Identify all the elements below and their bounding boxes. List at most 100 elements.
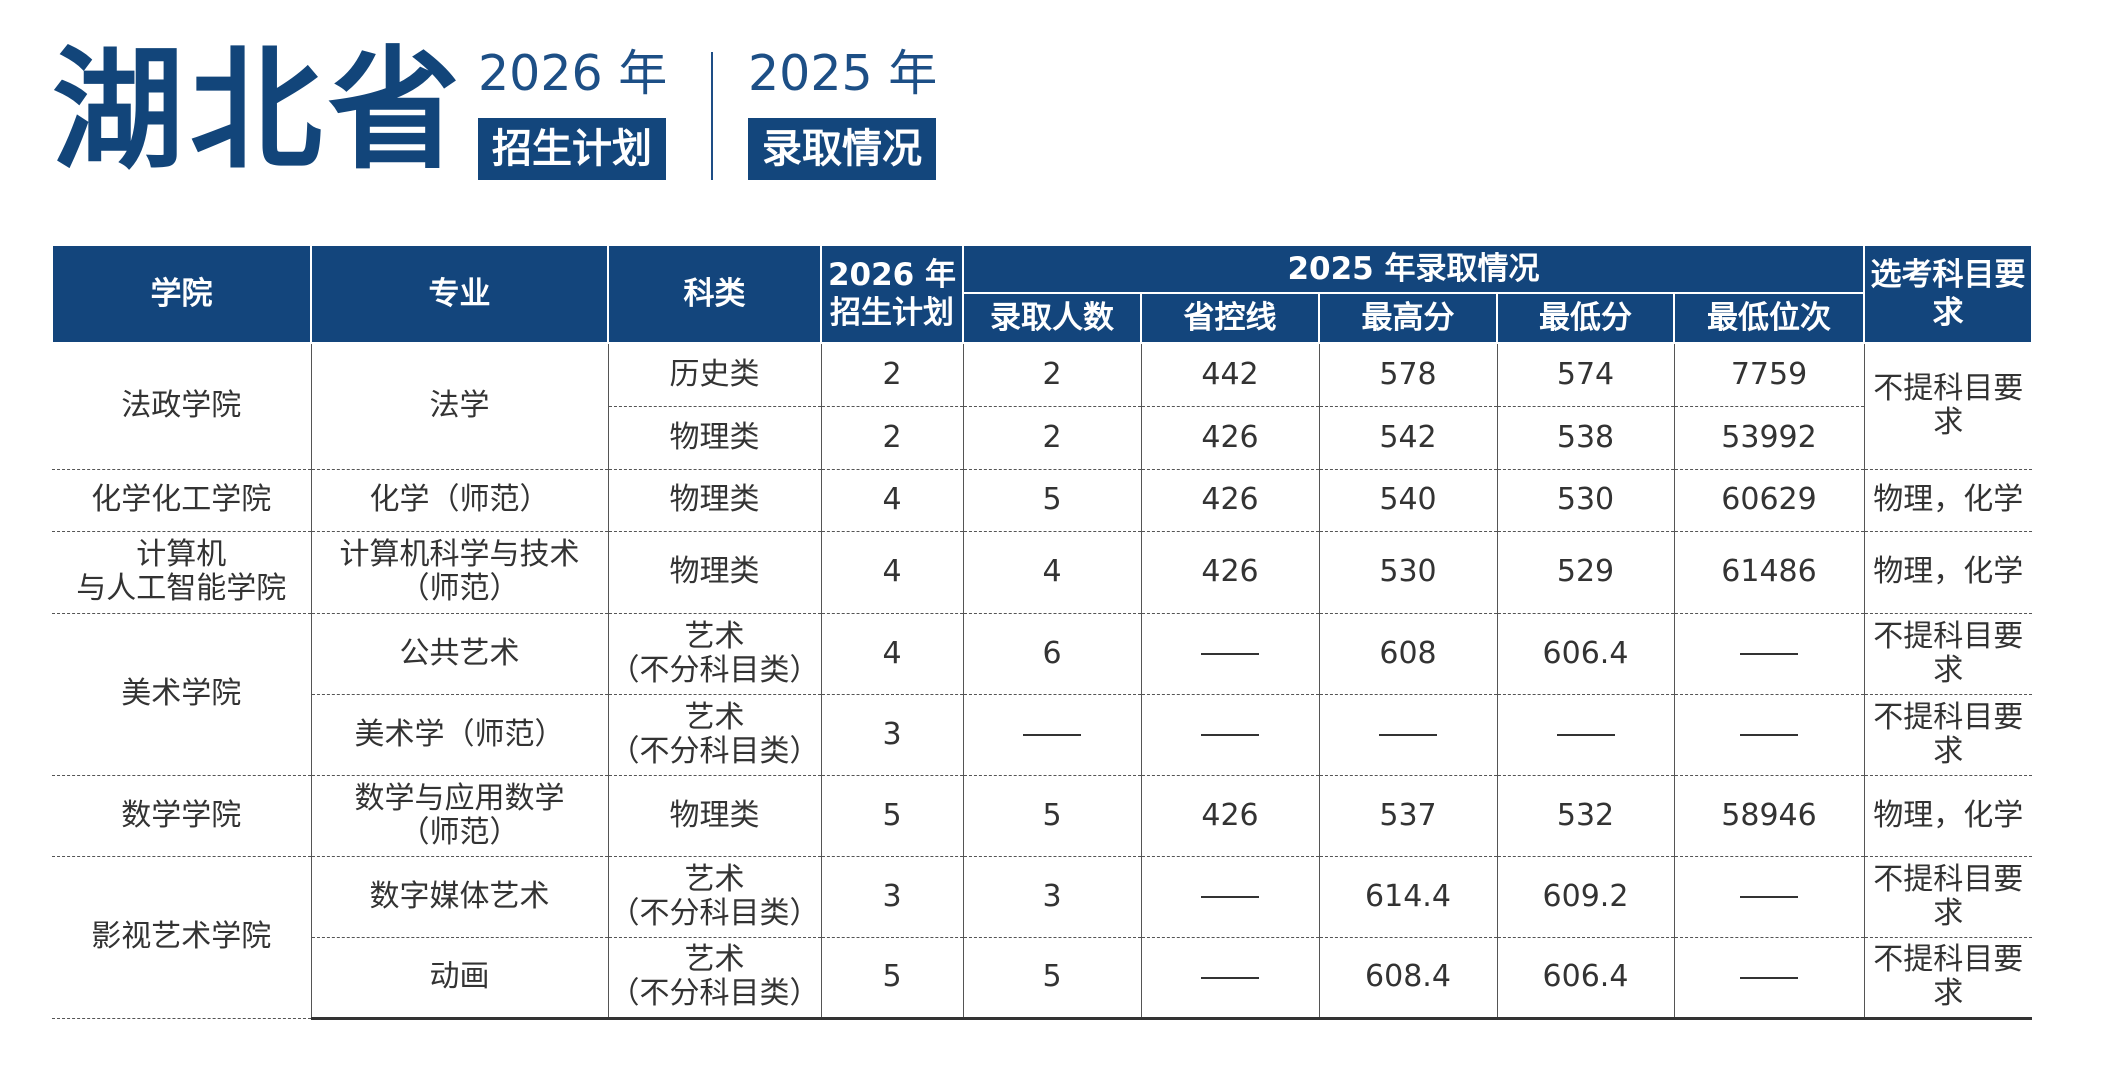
max-cell: 537 <box>1318 774 1498 857</box>
admit-year: 2025 年 <box>748 45 938 102</box>
max-cell <box>1318 693 1498 776</box>
college-cell: 美术学院 <box>52 612 312 776</box>
header-requirement: 选考科目要求 <box>1863 244 2034 344</box>
header-admit-group: 2025 年录取情况 <box>961 244 1866 294</box>
major-line2: （师范） <box>399 814 520 850</box>
requirement-cell: 物理，化学 <box>1863 468 2033 532</box>
category-line1: 艺术 <box>684 942 745 977</box>
college-cell: 计算机 与人工智能学院 <box>52 530 312 614</box>
category-cell: 物理类 <box>607 468 822 532</box>
category-cell: 物理类 <box>607 530 822 614</box>
category-line2: （不分科目类） <box>609 652 820 688</box>
college-cell: 数学学院 <box>52 774 312 857</box>
major-cell: 法学 <box>310 343 609 470</box>
table-header: 学院 专业 科类 2026 年 招生计划 2025 年录取情况 选考科目要求 录… <box>51 244 2034 344</box>
plan-cell: 5 <box>820 936 964 1020</box>
major-cell: 化学（师范） <box>310 468 609 532</box>
min-cell: 606.4 <box>1496 612 1675 695</box>
count-cell <box>962 693 1142 776</box>
table-row: 计算机 与人工智能学院 计算机科学与技术 （师范） 物理类 4 4 426 53… <box>52 530 2033 614</box>
header-plan: 2026 年 招生计划 <box>820 244 964 344</box>
plan-label: 招生计划 <box>478 118 666 180</box>
min-cell: 532 <box>1496 774 1675 857</box>
admit-label: 录取情况 <box>748 118 936 180</box>
plan-cell: 3 <box>820 693 964 776</box>
college-cell: 化学化工学院 <box>52 468 312 532</box>
header-min-score: 最低分 <box>1496 292 1675 344</box>
count-cell: 5 <box>962 936 1142 1020</box>
table-row: 法政学院 法学 历史类 2 2 442 578 574 7759 不提科目要求 <box>52 343 2033 470</box>
control-cell <box>1140 612 1320 695</box>
control-cell <box>1140 855 1320 938</box>
count-cell: 4 <box>962 530 1142 614</box>
control-cell <box>1140 936 1320 1020</box>
rank-cell <box>1673 612 1865 695</box>
count-cell: 2 <box>962 343 1142 407</box>
college-cell: 法政学院 <box>52 343 312 470</box>
count-cell: 5 <box>962 774 1142 857</box>
empty-dash <box>1201 653 1259 655</box>
major-cell: 计算机科学与技术 （师范） <box>310 530 609 614</box>
admission-table: 学院 专业 科类 2026 年 招生计划 2025 年录取情况 选考科目要求 录… <box>51 244 2034 1020</box>
category-cell: 艺术 （不分科目类） <box>607 693 822 776</box>
plan-cell: 4 <box>820 612 964 695</box>
empty-dash <box>1201 976 1259 979</box>
header-plan-line1: 2026 年 <box>827 257 957 293</box>
max-cell: 542 <box>1318 405 1498 470</box>
control-cell: 426 <box>1140 530 1320 614</box>
category-line1: 艺术 <box>684 699 745 735</box>
max-cell: 608 <box>1318 612 1498 695</box>
category-line2: （不分科目类） <box>609 895 820 931</box>
table-row: 影视艺术学院 数字媒体艺术 艺术 （不分科目类） 3 3 614.4 609.2… <box>52 855 2033 1019</box>
empty-dash <box>1556 734 1615 736</box>
max-cell: 578 <box>1318 343 1498 407</box>
category-cell: 艺术 （不分科目类） <box>607 612 822 695</box>
table-row: 化学化工学院 化学（师范） 物理类 4 5 426 540 530 60629 … <box>52 468 2033 532</box>
province-title: 湖北省 <box>52 34 466 188</box>
plan-cell: 4 <box>820 530 964 614</box>
control-cell <box>1140 693 1320 776</box>
min-cell: 606.4 <box>1496 936 1675 1020</box>
empty-dash <box>1201 734 1259 736</box>
header-divider <box>711 52 713 180</box>
college-line1: 计算机 <box>136 537 227 572</box>
max-cell: 540 <box>1318 468 1498 532</box>
header-major: 专业 <box>310 244 609 344</box>
min-cell <box>1496 693 1675 776</box>
category-cell: 历史类 <box>607 343 822 407</box>
page-header: 湖北省 2026 年 招生计划 2025 年 录取情况 <box>0 0 2109 200</box>
major-line2: （师范） <box>399 571 520 606</box>
requirement-cell: 不提科目要求 <box>1863 936 2033 1020</box>
table-row: 数学学院 数学与应用数学 （师范） 物理类 5 5 426 537 532 58… <box>52 774 2033 857</box>
rank-cell: 60629 <box>1673 468 1865 532</box>
plan-cell: 2 <box>820 405 964 470</box>
college-cell: 影视艺术学院 <box>52 855 312 1019</box>
admit-year-block: 2025 年 录取情况 <box>748 44 937 180</box>
major-cell: 动画 <box>310 936 609 1020</box>
major-line1: 计算机科学与技术 <box>339 537 580 572</box>
plan-cell: 2 <box>820 343 964 407</box>
requirement-cell: 物理，化学 <box>1863 530 2033 614</box>
max-cell: 530 <box>1318 530 1498 614</box>
category-line1: 艺术 <box>684 618 745 654</box>
category-line1: 艺术 <box>684 861 745 897</box>
category-line2: （不分科目类） <box>609 733 820 769</box>
empty-dash <box>1023 734 1081 736</box>
requirement-cell: 不提科目要求 <box>1863 693 2033 776</box>
header-plan-line2: 招生计划 <box>830 295 954 331</box>
major-cell: 公共艺术 <box>310 612 609 695</box>
category-cell: 艺术 （不分科目类） <box>607 936 822 1020</box>
count-cell: 5 <box>962 468 1142 532</box>
max-cell: 608.4 <box>1318 936 1498 1020</box>
plan-cell: 3 <box>820 855 964 938</box>
min-cell: 530 <box>1496 468 1675 532</box>
count-cell: 3 <box>962 855 1142 938</box>
requirement-cell: 不提科目要求 <box>1863 855 2033 938</box>
major-cell: 数学与应用数学 （师范） <box>310 774 609 857</box>
min-cell: 609.2 <box>1496 855 1675 938</box>
header-control-line: 省控线 <box>1140 292 1320 344</box>
table-row: 动画 艺术 （不分科目类） 5 5 608.4 606.4 不提科目要求 <box>52 936 2033 1020</box>
header-category: 科类 <box>607 244 822 344</box>
count-cell: 2 <box>962 405 1142 470</box>
max-cell: 614.4 <box>1318 855 1498 938</box>
